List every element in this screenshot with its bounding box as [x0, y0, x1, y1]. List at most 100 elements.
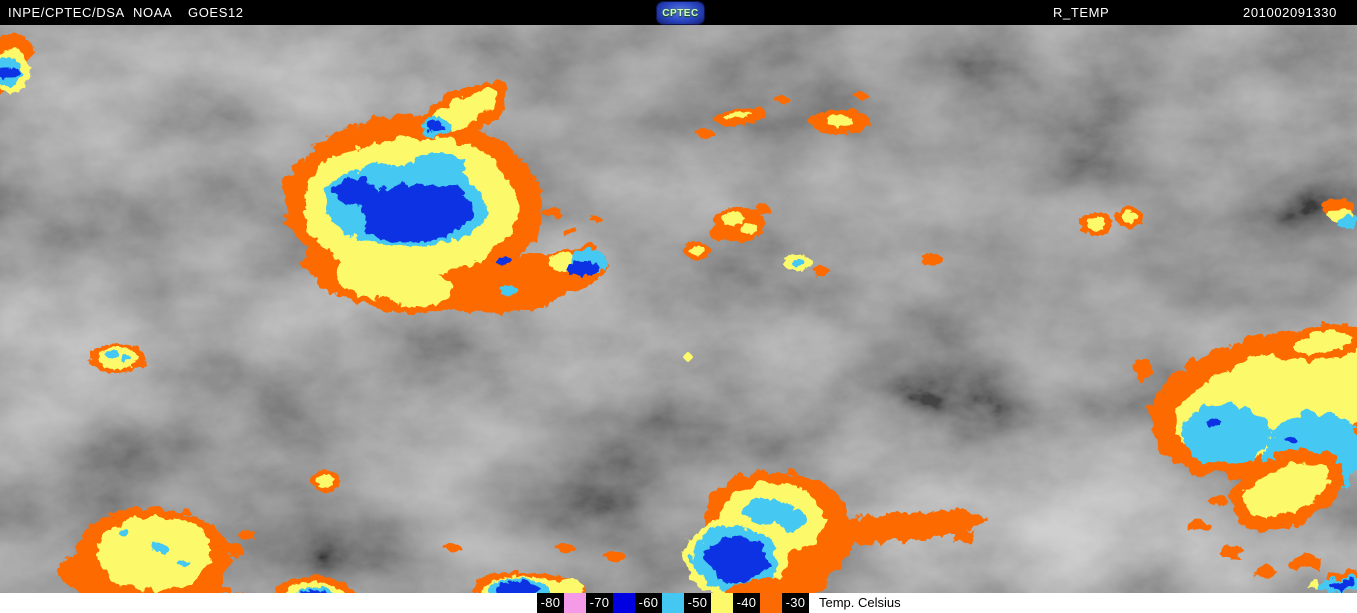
convective-speck: [440, 539, 464, 551]
temp-layer-yellow: [553, 576, 581, 593]
header-bar: INPE/CPTEC/DSA NOAA GOES12 CPTEC R_TEMP …: [0, 0, 1357, 25]
temp-layer-blue: [332, 175, 376, 203]
temp-layer-orange: [890, 515, 935, 529]
temp-layer-orange: [132, 357, 144, 365]
convective-speck: [1320, 196, 1357, 228]
cptec-logo-text: CPTEC: [662, 7, 699, 19]
legend-swatch-blue: [613, 593, 635, 613]
temp-layer-blue: [297, 588, 324, 593]
temp-layer-cyan: [410, 149, 462, 179]
temp-layer-yellow: [96, 345, 136, 367]
convective-speck: [600, 547, 630, 561]
legend-swatch-yellow: [711, 593, 733, 613]
satellite-name-label: GOES12: [188, 5, 244, 20]
convective-speck: [772, 92, 792, 103]
temp-layer-orange: [1215, 541, 1243, 554]
temp-layer-blue: [0, 65, 18, 77]
temp-layer-yellow: [93, 515, 207, 587]
storm-cell-nw-large: [270, 65, 640, 325]
temp-layer-orange: [812, 263, 827, 274]
convective-speck: [196, 581, 238, 593]
temp-layer-orange: [218, 541, 244, 554]
temp-layer-cyan: [117, 525, 130, 533]
temp-layer-yellow: [720, 210, 742, 223]
temp-layer-orange: [773, 93, 788, 101]
convective-speck: [710, 101, 770, 129]
convective-speck: [88, 335, 150, 377]
convective-speck: [708, 200, 772, 244]
temp-layer-orange: [1288, 553, 1318, 567]
convective-speck: [492, 280, 522, 295]
legend-label-minus30: -30: [782, 593, 809, 613]
convective-speck: [681, 350, 695, 364]
convective-speck: [538, 239, 616, 285]
temp-layer-orange: [235, 525, 250, 534]
temp-layer-orange: [542, 205, 558, 215]
storm-cell-south-center: [660, 455, 1000, 593]
temp-layer-orange: [852, 89, 867, 97]
legend-swatch-pink: [564, 593, 586, 613]
temp-layer-yellow: [1306, 577, 1318, 586]
temp-layer-yellow: [1120, 209, 1135, 221]
legend-label-minus60: -60: [635, 593, 662, 613]
convective-speck: [1076, 202, 1148, 238]
temp-layer-orange: [442, 541, 460, 549]
temp-layer-cyan: [151, 541, 165, 549]
temp-layer-yellow: [315, 472, 331, 485]
temp-layer-yellow: [738, 222, 755, 232]
temp-layer-cyan: [791, 256, 802, 264]
convective-speck: [680, 236, 712, 260]
timestamp-label: 201002091330: [1243, 5, 1337, 20]
convective-speck: [552, 539, 578, 552]
storm-band-east: [1120, 295, 1357, 593]
temp-layer-blue: [1206, 417, 1218, 425]
temp-layer-blue: [423, 119, 440, 129]
temp-layer-orange: [708, 226, 725, 239]
temp-layer-cyan: [175, 557, 186, 564]
temp-layer-orange: [1250, 563, 1272, 575]
temp-layer-blue: [1326, 578, 1352, 587]
product-name-label: R_TEMP: [1053, 5, 1110, 20]
temp-layer-orange: [1205, 493, 1223, 503]
temp-layer-cyan: [498, 283, 518, 293]
legend-label-minus50: -50: [684, 593, 711, 613]
temp-layer-blue: [1280, 433, 1293, 442]
temp-layer-yellow: [689, 243, 702, 253]
temp-layer-cyan: [1178, 401, 1266, 461]
convective-speck: [780, 250, 814, 271]
temp-layer-orange: [920, 251, 942, 263]
temp-layer-cyan: [104, 349, 116, 356]
temp-layer-orange: [1132, 355, 1148, 377]
convective-speck: [803, 102, 878, 138]
temperature-legend: -80 -70 -60 -50 -40 -30 Temp. Celsius: [537, 593, 901, 613]
convective-speck: [305, 463, 343, 495]
cptec-logo: CPTEC: [656, 1, 705, 25]
convective-speck: [692, 124, 718, 139]
temp-layer-cyan: [774, 511, 804, 527]
legend-bar: -80 -70 -60 -50 -40 -30 Temp. Celsius: [0, 593, 1357, 613]
temp-layer-yellow: [824, 113, 851, 125]
legend-label-minus40: -40: [733, 593, 760, 613]
temp-layer-orange: [945, 527, 975, 539]
temp-layer-orange: [694, 126, 713, 136]
temp-layer-cyan: [1336, 213, 1356, 226]
storm-cell-nw-corner: [0, 31, 42, 103]
temp-layer-yellow: [1085, 215, 1102, 228]
legend-swatch-cyan: [662, 593, 684, 613]
storm-cell-south-small-2: [465, 562, 600, 593]
temp-layer-blue: [704, 533, 766, 579]
temp-layer-blue: [494, 254, 511, 262]
temp-layer-blue: [493, 579, 537, 593]
temp-layer-orange: [560, 225, 574, 234]
convective-speck: [486, 249, 522, 266]
satellite-image: [0, 25, 1357, 593]
legend-label-minus80: -80: [537, 593, 564, 613]
legend-swatch-orange: [760, 593, 782, 613]
temp-layer-orange: [554, 541, 574, 550]
temp-layer-orange: [588, 213, 598, 220]
convective-speck: [850, 88, 870, 99]
temp-layer-orange: [1182, 517, 1206, 529]
legend-label-minus70: -70: [586, 593, 613, 613]
legend-title: Temp. Celsius: [819, 595, 901, 610]
